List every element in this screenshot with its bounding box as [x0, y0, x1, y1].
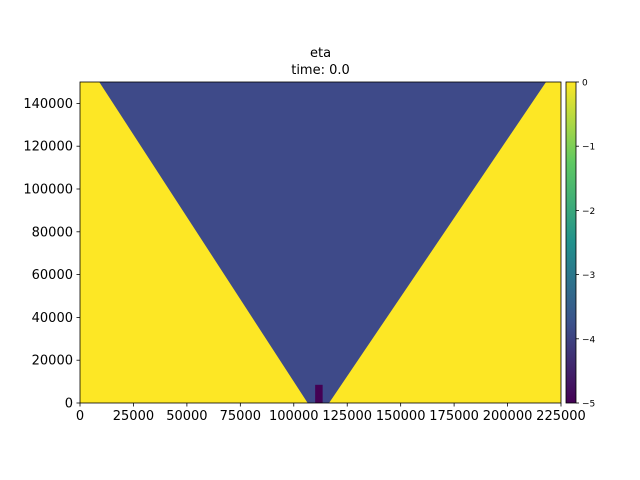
colorbar-fill [566, 82, 576, 403]
y-tick-label: 60000 [32, 268, 73, 283]
y-tick-label: 20000 [32, 354, 73, 369]
x-tick-label: 0 [76, 409, 84, 424]
x-tick-label: 200000 [483, 409, 533, 424]
y-tick-label: 140000 [23, 97, 73, 112]
colorbar-tick-label: −2 [582, 207, 595, 217]
y-tick-label: 80000 [32, 225, 73, 240]
y-tick-label: 40000 [32, 311, 73, 326]
y-tick-label: 0 [65, 397, 73, 412]
x-tick-label: 100000 [269, 409, 319, 424]
colorbar-tick-label: −1 [582, 143, 595, 153]
colorbar-tick-label: −5 [582, 400, 595, 410]
x-tick-label: 150000 [376, 409, 426, 424]
plot-frame [79, 81, 562, 404]
chart-title: eta [310, 46, 331, 61]
colorbar-tick-label: −3 [582, 271, 595, 281]
x-tick-label: 175000 [429, 409, 479, 424]
y-tick-label: 120000 [23, 140, 73, 155]
colorbar-ticks: 0 −1 −2 −3 −4 −5 [576, 79, 596, 410]
colorbar-tick-label: −4 [582, 335, 596, 345]
plot-area [80, 82, 561, 403]
y-axis: 0 20000 40000 60000 80000 100000 120000 140000 [23, 97, 80, 412]
colorbar-frame [565, 81, 577, 404]
x-tick-label: 50000 [166, 409, 207, 424]
x-axis: 0 25000 50000 75000 100000 125000 150000 175000… [76, 403, 586, 424]
x-tick-label: 225000 [536, 409, 586, 424]
heatmap-region-v-shaped-trough [99, 82, 547, 403]
colorbar: 0 −1 −2 −3 −4 −5 [565, 79, 596, 410]
y-tick-label: 100000 [23, 183, 73, 198]
x-tick-label: 25000 [113, 409, 154, 424]
colorbar-tick-label: 0 [582, 79, 588, 89]
heatmap-region-source-block [315, 384, 323, 403]
x-tick-label: 75000 [220, 409, 261, 424]
x-tick-label: 125000 [322, 409, 372, 424]
chart-subtitle: time: 0.0 [291, 63, 350, 78]
